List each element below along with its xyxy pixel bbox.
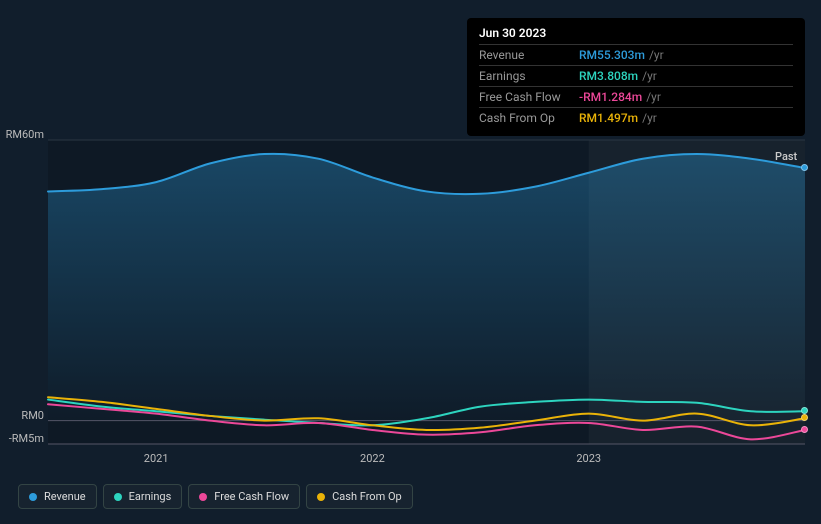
y-axis-label: RM60m (0, 128, 44, 141)
tooltip-row-value: RM1.497m (579, 111, 638, 125)
series-end-dot (801, 164, 808, 171)
tooltip-row-unit: /yr (646, 90, 661, 104)
legend-label: Revenue (44, 490, 86, 503)
legend-label: Free Cash Flow (214, 490, 289, 503)
y-axis-label: -RM5m (0, 432, 44, 445)
legend-dot-icon (317, 493, 325, 501)
y-axis-label: RM0 (0, 409, 44, 422)
tooltip-row-label: Earnings (479, 69, 579, 83)
tooltip-row: EarningsRM3.808m/yr (479, 65, 793, 86)
chart-legend: Revenue Earnings Free Cash Flow Cash From O… (18, 484, 413, 509)
legend-item-cash_from_op[interactable]: Cash From Op (306, 484, 413, 509)
legend-label: Earnings (129, 490, 172, 503)
tooltip-row-label: Cash From Op (479, 111, 579, 125)
legend-dot-icon (199, 493, 207, 501)
tooltip-row: Free Cash Flow-RM1.284m/yr (479, 86, 793, 107)
tooltip-row-label: Free Cash Flow (479, 90, 579, 104)
x-axis-label: 2022 (360, 452, 385, 465)
tooltip-row-value: -RM1.284m (579, 90, 642, 104)
series-end-dot (801, 426, 808, 433)
tooltip-row-value: RM55.303m (579, 48, 645, 62)
tooltip-row-unit: /yr (642, 69, 657, 83)
tooltip-row-value: RM3.808m (579, 69, 638, 83)
tooltip-row: Cash From OpRM1.497m/yr (479, 107, 793, 128)
legend-item-free_cash_flow[interactable]: Free Cash Flow (188, 484, 300, 509)
tooltip-row-unit: /yr (649, 48, 664, 62)
legend-dot-icon (114, 493, 122, 501)
tooltip-row: RevenueRM55.303m/yr (479, 44, 793, 65)
data-tooltip: Jun 30 2023 RevenueRM55.303m/yrEarningsR… (467, 18, 805, 136)
legend-item-revenue[interactable]: Revenue (18, 484, 97, 509)
past-label: Past (775, 150, 797, 163)
tooltip-row-label: Revenue (479, 48, 579, 62)
legend-item-earnings[interactable]: Earnings (103, 484, 183, 509)
legend-dot-icon (29, 493, 37, 501)
tooltip-row-unit: /yr (642, 111, 657, 125)
x-axis-label: 2021 (144, 452, 169, 465)
legend-label: Cash From Op (332, 490, 402, 503)
tooltip-date: Jun 30 2023 (479, 26, 793, 40)
x-axis-label: 2023 (576, 452, 601, 465)
